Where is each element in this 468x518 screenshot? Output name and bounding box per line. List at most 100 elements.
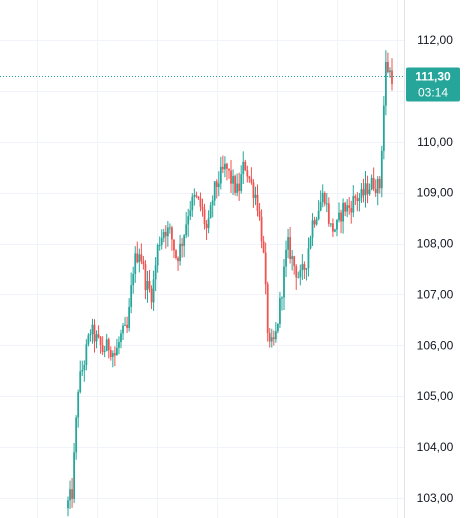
candle-down bbox=[228, 168, 230, 179]
candle-down bbox=[374, 179, 377, 197]
candle-down bbox=[171, 225, 173, 251]
candle-down bbox=[238, 172, 241, 201]
candle-body bbox=[211, 200, 214, 206]
candle-up bbox=[338, 202, 340, 223]
candle-up bbox=[166, 220, 169, 247]
candle-body bbox=[189, 210, 192, 217]
candle-up bbox=[219, 156, 222, 190]
candle-body bbox=[287, 237, 289, 250]
candle-body bbox=[374, 188, 377, 194]
y-tick-label: 105,00 bbox=[417, 389, 454, 403]
candle-down bbox=[327, 197, 330, 227]
candle-body bbox=[311, 220, 314, 238]
candle-body bbox=[348, 205, 351, 208]
candle-body bbox=[340, 212, 342, 222]
candle-body bbox=[103, 351, 106, 353]
candle-body bbox=[150, 288, 153, 303]
candle-up bbox=[118, 336, 120, 355]
candle-body bbox=[272, 337, 275, 340]
candle-body bbox=[364, 183, 367, 196]
candle-body bbox=[83, 365, 86, 371]
candle-body bbox=[321, 193, 324, 203]
candle-body bbox=[101, 345, 104, 352]
candle-down bbox=[107, 337, 110, 359]
candle-body bbox=[140, 254, 143, 262]
candle-down bbox=[144, 260, 147, 300]
candle-up bbox=[134, 246, 137, 283]
candle-body bbox=[173, 239, 175, 251]
candle-up bbox=[146, 270, 149, 303]
candle-body bbox=[158, 245, 161, 247]
candle-up bbox=[83, 360, 86, 382]
candle-body bbox=[128, 306, 131, 328]
candle-body bbox=[309, 237, 312, 249]
candle-body bbox=[181, 243, 184, 246]
candle-body bbox=[87, 335, 90, 345]
candle-down bbox=[387, 52, 389, 74]
candle-body bbox=[295, 266, 298, 278]
candle-down bbox=[113, 346, 116, 367]
candle-body bbox=[362, 189, 365, 196]
y-tick-label: 112,00 bbox=[417, 33, 453, 47]
candle-up bbox=[128, 298, 131, 332]
candle-up bbox=[152, 270, 155, 311]
candle-up bbox=[105, 333, 108, 352]
candle-up bbox=[240, 165, 243, 194]
candle-body bbox=[372, 178, 375, 189]
y-tick-label: 107,00 bbox=[417, 287, 454, 301]
candle-up bbox=[75, 415, 78, 460]
candle-body bbox=[111, 353, 114, 358]
candle-up bbox=[334, 228, 336, 233]
candle-up bbox=[232, 169, 234, 195]
candle-down bbox=[372, 167, 375, 192]
candle-down bbox=[175, 249, 177, 260]
candle-down bbox=[303, 261, 306, 279]
candle-body bbox=[217, 183, 220, 188]
candle-body bbox=[283, 266, 285, 298]
candle-body bbox=[250, 178, 253, 183]
candle-up bbox=[389, 67, 391, 78]
candle-body bbox=[120, 333, 122, 343]
candle-body bbox=[301, 264, 304, 271]
candle-body bbox=[307, 248, 310, 269]
candle-body bbox=[75, 417, 78, 453]
candle-up bbox=[317, 199, 320, 221]
candle-body bbox=[228, 168, 230, 171]
candle-body bbox=[168, 227, 171, 229]
candle-body bbox=[109, 349, 112, 358]
candle-body bbox=[368, 189, 371, 195]
candle-body bbox=[138, 254, 141, 263]
candle-up bbox=[360, 183, 363, 203]
y-tick-label: 106,00 bbox=[417, 338, 454, 352]
candle-up bbox=[193, 188, 196, 206]
candle-body bbox=[203, 209, 206, 225]
candle-body bbox=[124, 324, 126, 326]
candle-down bbox=[71, 477, 73, 508]
candle-body bbox=[105, 339, 108, 352]
candle-up bbox=[185, 211, 188, 239]
candle-body bbox=[175, 250, 177, 258]
candle-down bbox=[293, 255, 296, 275]
candles bbox=[67, 50, 393, 517]
candle-up bbox=[274, 322, 277, 343]
candle-body bbox=[384, 61, 387, 106]
candle-body bbox=[179, 243, 181, 262]
y-tick-label: 104,00 bbox=[417, 440, 454, 454]
candle-down bbox=[378, 176, 381, 194]
candle-up bbox=[281, 296, 283, 311]
candle-body bbox=[77, 392, 80, 418]
candle-body bbox=[289, 237, 292, 259]
candle-down bbox=[340, 209, 342, 234]
candle-body bbox=[191, 196, 194, 211]
candle-down bbox=[250, 167, 253, 185]
candle-body bbox=[118, 342, 120, 348]
candle-down bbox=[323, 191, 326, 207]
candle-up bbox=[138, 248, 141, 273]
candle-up bbox=[358, 192, 361, 212]
candle-body bbox=[195, 195, 198, 197]
candle-up bbox=[122, 323, 124, 340]
candle-down bbox=[266, 281, 269, 342]
y-tick-label: 109,00 bbox=[417, 186, 454, 200]
